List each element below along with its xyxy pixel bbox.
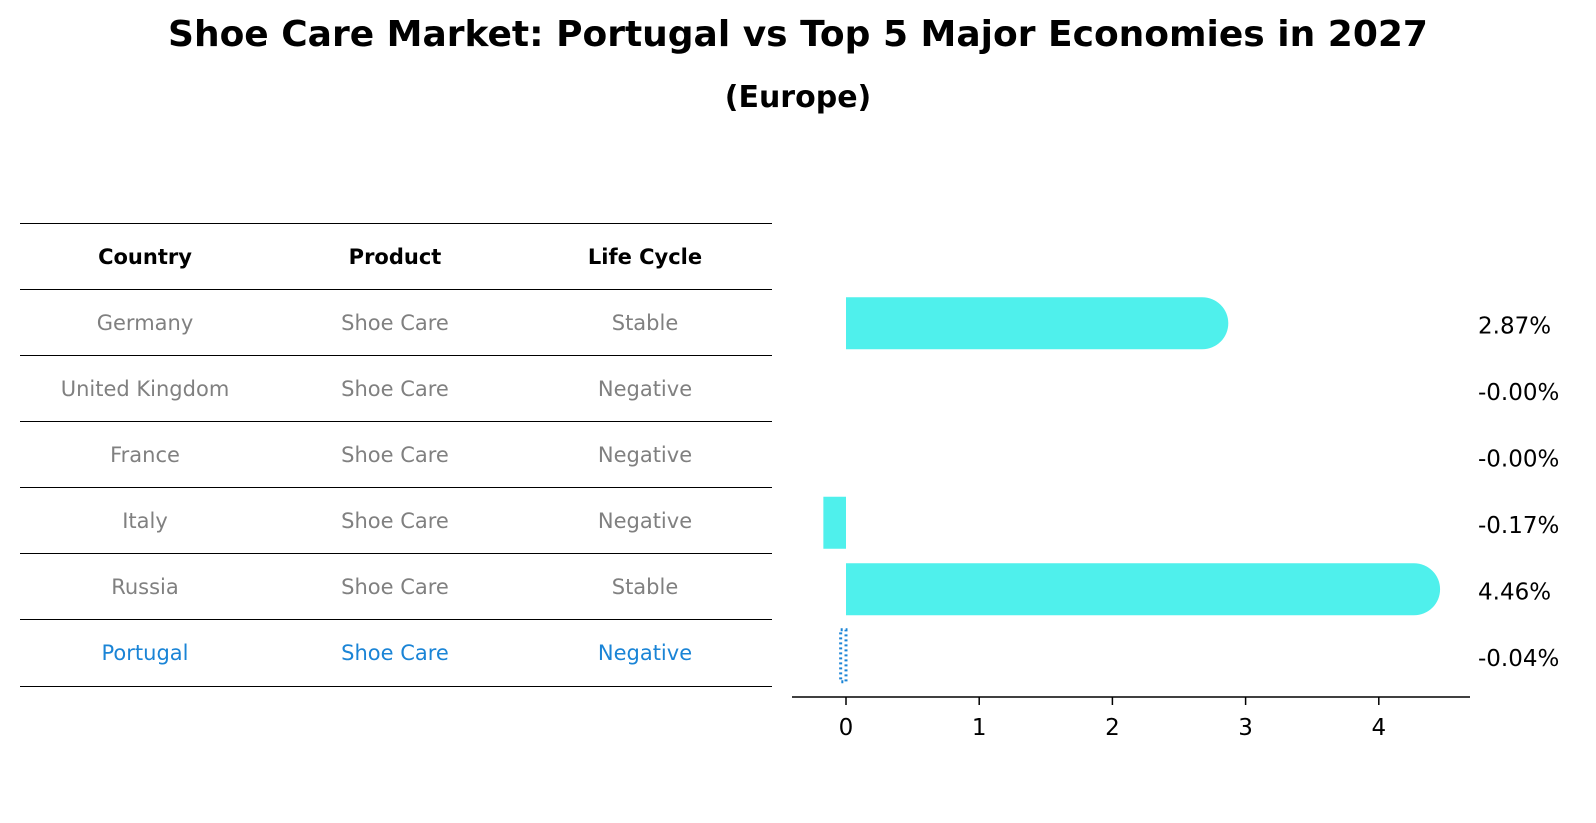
chart-subtitle: (Europe): [724, 80, 872, 115]
bar-italy: [823, 496, 846, 549]
cell-life-cycle: Negative: [597, 641, 693, 665]
table-row: United Kingdom Shoe Care Negative: [20, 355, 772, 421]
cell-product: Shoe Care: [341, 442, 449, 467]
value-label: 4.46%: [1478, 579, 1551, 605]
cell-life-cycle: Stable: [611, 574, 679, 599]
table-row: Italy Shoe Care Negative: [20, 487, 772, 553]
cell-country: Portugal: [101, 641, 189, 665]
value-label: -0.00%: [1478, 380, 1559, 406]
header-life-cycle: Life Cycle: [587, 244, 703, 269]
table-row: France Shoe Care Negative: [20, 421, 772, 487]
value-label: -0.00%: [1478, 446, 1559, 472]
table-row-highlighted: Portugal Shoe Care Negative: [20, 619, 772, 687]
x-tick-label: 4: [1371, 715, 1386, 741]
cell-country: Italy: [122, 508, 168, 533]
data-table: Country Product Life Cycle Germany Shoe …: [20, 223, 772, 687]
cell-country: Russia: [111, 574, 179, 599]
cell-country: Germany: [96, 310, 194, 335]
header-country: Country: [98, 244, 192, 269]
value-label: -0.17%: [1478, 513, 1559, 539]
bar-russia: [846, 563, 1441, 616]
value-label: -0.04%: [1478, 646, 1559, 672]
x-axis: 0 1 2 3 4: [792, 696, 1470, 741]
cell-product: Shoe Care: [341, 574, 449, 599]
cell-product: Shoe Care: [341, 310, 449, 335]
cell-country: France: [110, 442, 180, 467]
x-tick-label: 0: [839, 715, 854, 741]
value-label: 2.87%: [1478, 313, 1551, 339]
table-row: Russia Shoe Care Stable: [20, 553, 772, 619]
cell-life-cycle: Negative: [597, 508, 693, 533]
cell-life-cycle: Negative: [597, 442, 693, 467]
cell-life-cycle: Stable: [611, 310, 679, 335]
x-tick-label: 2: [1105, 715, 1120, 741]
cell-product: Shoe Care: [341, 641, 449, 665]
bars-group: [823, 297, 1441, 684]
header-product: Product: [348, 244, 442, 269]
table-row: Germany Shoe Care Stable: [20, 289, 772, 355]
value-labels-group: 2.87% -0.00% -0.00% -0.17% 4.46% -0.04%: [1478, 313, 1559, 672]
cell-country: United Kingdom: [60, 376, 230, 401]
cell-life-cycle: Negative: [597, 376, 693, 401]
chart-title: Shoe Care Market: Portugal vs Top 5 Majo…: [168, 14, 1428, 55]
x-tick-label: 1: [972, 715, 987, 741]
x-tick-label: 3: [1238, 715, 1253, 741]
cell-product: Shoe Care: [341, 376, 449, 401]
cell-product: Shoe Care: [341, 508, 449, 533]
bar-germany: [846, 297, 1229, 350]
bar-portugal: [839, 628, 848, 684]
table-header-row: Country Product Life Cycle: [20, 223, 772, 289]
